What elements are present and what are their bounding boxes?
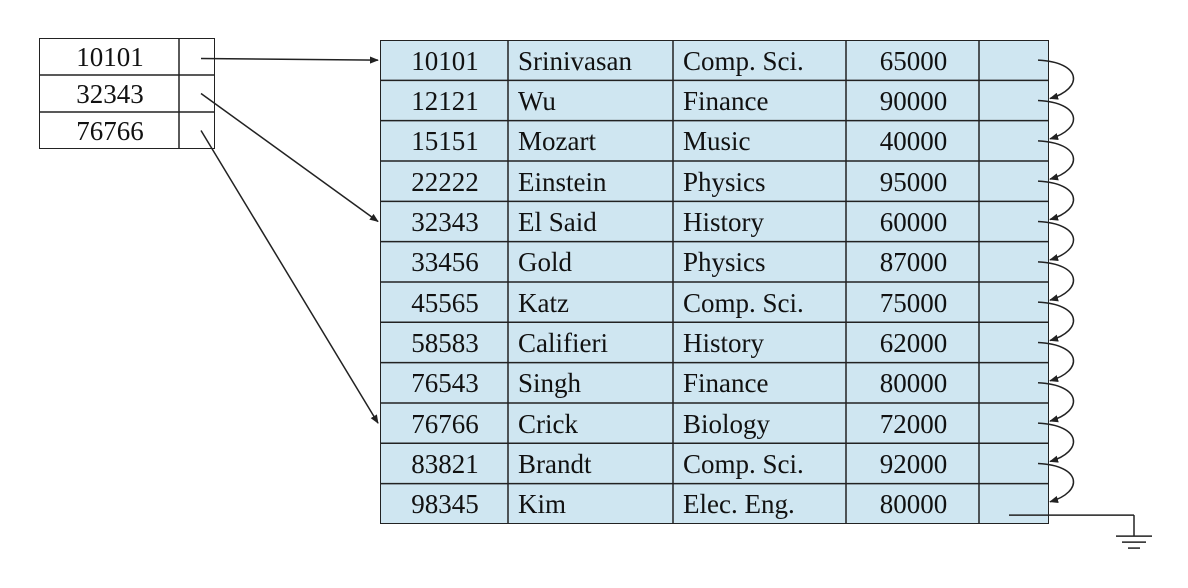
record-name: Califieri [518,327,608,358]
record-name: Kim [518,489,567,520]
record-chain-arrow [1037,261,1075,302]
record-name: Brandt [518,448,592,479]
record-salary: 60000 [879,206,948,237]
record-salary: 75000 [879,287,948,318]
table-row: 45565 Katz Comp. Sci. 75000 [381,283,1047,323]
record-name: El Said [518,206,597,237]
sparse-index: 10101 32343 76766 [39,38,215,149]
record-salary: 87000 [879,247,948,278]
record-dept: Physics [683,247,766,278]
index-entry: 76766 [40,113,213,150]
record-dept: Biology [683,408,771,439]
record-chain-arrow [1037,422,1075,463]
record-id: 58583 [411,327,479,358]
record-id: 83821 [411,448,479,479]
record-dept: Comp. Sci. [683,287,804,318]
null-pointer-ground [1009,514,1152,549]
index-pointer-arrows [200,56,379,424]
table-row: 32343 El Said History 60000 [381,202,1047,242]
record-salary: 80000 [879,489,948,520]
record-id: 76543 [411,368,479,399]
record-dept: Music [683,126,751,157]
record-chain-arrows [1037,59,1075,503]
record-id: 22222 [411,166,479,197]
record-name: Wu [518,85,556,116]
record-name: Mozart [518,126,596,157]
record-dept: Finance [683,85,769,116]
record-chain-arrow [1037,301,1075,342]
record-salary: 65000 [879,45,948,76]
index-pointer-arrow [200,130,379,424]
record-dept: Physics [683,166,766,197]
record-id: 10101 [411,45,479,76]
record-chain-arrow [1037,99,1075,140]
record-id: 33456 [411,247,479,278]
table-row: 98345 Kim Elec. Eng. 80000 [381,485,1047,525]
record-name: Crick [518,408,578,439]
record-salary: 62000 [879,327,948,358]
record-dept: History [683,327,764,358]
index-key: 10101 [76,42,144,72]
record-id: 15151 [411,126,479,157]
index-key: 32343 [76,79,144,109]
record-id: 12121 [411,85,479,116]
record-dept: Elec. Eng. [683,489,795,520]
index-entry: 10101 [40,39,213,76]
index-pointer-arrow [200,56,379,64]
record-dept: Finance [683,368,769,399]
record-salary: 90000 [879,85,948,116]
table-row: 76543 Singh Finance 80000 [381,364,1047,404]
table-row: 83821 Brandt Comp. Sci. 92000 [381,444,1047,484]
record-chain-arrow [1037,462,1075,503]
record-id: 45565 [411,287,479,318]
record-dept: Comp. Sci. [683,448,804,479]
record-name: Gold [518,247,572,278]
index-key: 76766 [76,116,144,146]
record-salary: 72000 [879,408,948,439]
record-chain-arrow [1037,180,1075,221]
table-row: 33456 Gold Physics 87000 [381,243,1047,283]
record-name: Katz [518,287,569,318]
record-dept: Comp. Sci. [683,45,804,76]
record-chain-arrow [1037,220,1075,261]
index-pointer-arrow [200,92,379,223]
index-entry: 32343 [40,76,213,113]
record-chain-arrow [1037,140,1075,181]
table-row: 12121 Wu Finance 90000 [381,81,1047,121]
table-row: 10101 Srinivasan Comp. Sci. 65000 [381,41,1047,81]
record-chain-arrow [1037,382,1075,423]
record-name: Singh [518,368,582,399]
record-name: Einstein [518,166,607,197]
record-dept: History [683,206,764,237]
table-grid [39,38,1049,524]
table-row: 76766 Crick Biology 72000 [381,404,1047,444]
record-salary: 40000 [879,126,948,157]
record-id: 76766 [411,408,479,439]
table-row: 22222 Einstein Physics 95000 [381,162,1047,202]
record-chain-arrow [1037,59,1075,100]
record-chain-arrow [1037,341,1075,382]
table-row: 15151 Mozart Music 40000 [381,122,1047,162]
record-salary: 95000 [879,166,948,197]
record-id: 98345 [411,489,479,520]
record-id: 32343 [411,206,479,237]
record-name: Srinivasan [518,45,632,76]
table-row: 58583 Califieri History 62000 [381,323,1047,363]
record-salary: 80000 [879,368,948,399]
record-salary: 92000 [879,448,948,479]
